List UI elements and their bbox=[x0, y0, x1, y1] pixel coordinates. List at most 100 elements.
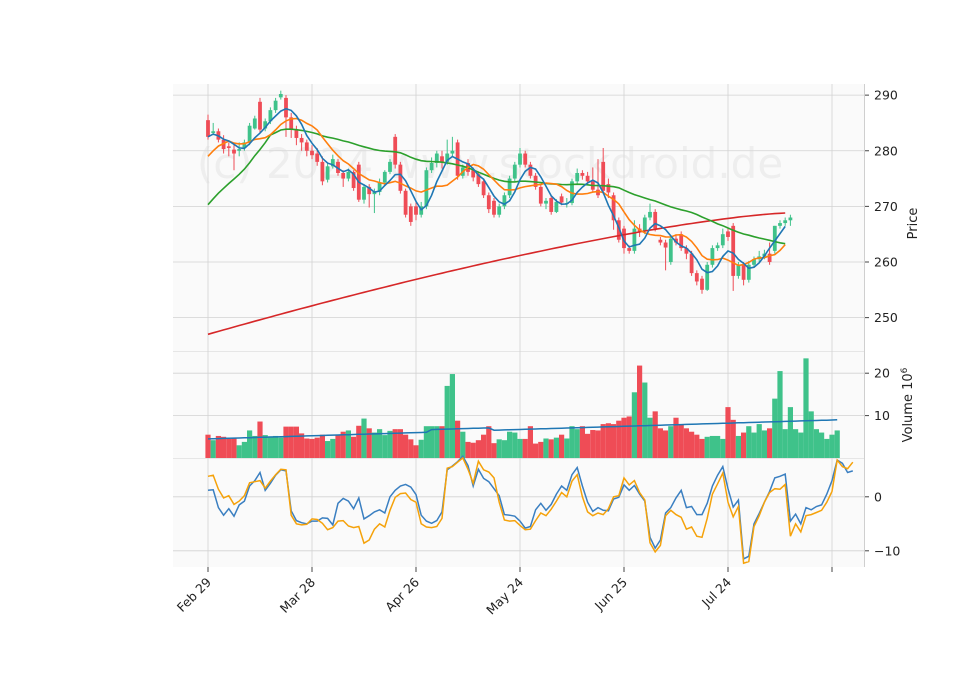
candle-body bbox=[278, 94, 283, 98]
candle bbox=[663, 239, 668, 271]
candle-body bbox=[481, 181, 486, 196]
candle-body bbox=[315, 153, 320, 162]
candle-body bbox=[414, 206, 418, 215]
volume-bar bbox=[507, 431, 513, 458]
volume-bar bbox=[210, 440, 216, 458]
volume-bar bbox=[787, 407, 793, 458]
volume-bar bbox=[689, 431, 695, 458]
candle bbox=[648, 203, 652, 221]
candle bbox=[304, 139, 309, 157]
volume-bar bbox=[699, 438, 705, 458]
volume-bar bbox=[626, 416, 632, 458]
volume-ma-line bbox=[207, 419, 838, 440]
x-tick-label: May 24 bbox=[483, 574, 526, 617]
candle bbox=[544, 198, 548, 210]
volume-bar bbox=[221, 436, 227, 458]
candle-body bbox=[372, 191, 377, 195]
volume-bar bbox=[564, 438, 570, 458]
volume-bar bbox=[325, 441, 331, 458]
candle-body bbox=[767, 253, 772, 262]
candle bbox=[726, 227, 730, 241]
candle-body bbox=[226, 146, 231, 148]
candle bbox=[232, 144, 236, 171]
candle-body bbox=[705, 264, 710, 290]
volume-bar bbox=[304, 438, 310, 458]
candle bbox=[258, 97, 262, 133]
volume-bar bbox=[553, 437, 559, 458]
x-tick-label: Jul 24 bbox=[698, 574, 734, 610]
volume-bar bbox=[330, 438, 336, 458]
candle bbox=[388, 159, 392, 175]
candle bbox=[492, 198, 496, 218]
volume-bar bbox=[673, 417, 679, 458]
candle-body bbox=[450, 150, 455, 154]
candle-body bbox=[549, 198, 554, 212]
x-tick-label: Apr 26 bbox=[382, 574, 422, 614]
candle-body bbox=[736, 264, 741, 276]
candle-body bbox=[554, 201, 559, 212]
candle bbox=[523, 150, 528, 168]
candle bbox=[497, 203, 502, 218]
volume-panel bbox=[205, 358, 840, 458]
candle-body bbox=[403, 190, 408, 215]
candle bbox=[211, 122, 216, 136]
candle-body bbox=[440, 156, 444, 162]
candle bbox=[788, 214, 793, 226]
volume-bar bbox=[517, 438, 523, 458]
candle-body bbox=[424, 170, 429, 207]
volume-bar bbox=[278, 437, 284, 458]
volume-bar bbox=[215, 435, 221, 458]
candle-body bbox=[258, 101, 262, 130]
volume-bar bbox=[772, 398, 778, 458]
volume-bar bbox=[335, 434, 341, 458]
candle-body bbox=[606, 184, 611, 193]
candle-body bbox=[289, 117, 294, 130]
volume-bar bbox=[709, 435, 715, 458]
volume-bar bbox=[559, 434, 565, 458]
volume-bar bbox=[730, 419, 736, 458]
volume-bar bbox=[683, 428, 689, 458]
candle bbox=[538, 184, 543, 207]
volume-bar bbox=[678, 424, 684, 458]
volume-bar bbox=[512, 432, 518, 458]
candle bbox=[424, 167, 429, 210]
candle bbox=[398, 161, 403, 194]
candle bbox=[512, 161, 517, 182]
candle-body bbox=[237, 149, 242, 151]
candle bbox=[689, 250, 694, 276]
candle-body bbox=[232, 149, 236, 154]
volume-bar bbox=[205, 434, 211, 458]
candle-body bbox=[341, 173, 346, 179]
candle-body bbox=[429, 162, 434, 171]
candle-body bbox=[408, 206, 413, 222]
candle-body bbox=[273, 100, 278, 111]
candle bbox=[263, 118, 268, 132]
volume-bar bbox=[475, 440, 481, 458]
candle-body bbox=[559, 196, 564, 203]
candle-body bbox=[726, 231, 730, 237]
candle bbox=[382, 170, 387, 186]
price-panel-bg bbox=[173, 84, 864, 351]
candle-body bbox=[247, 125, 252, 143]
volume-bar bbox=[434, 426, 440, 458]
volume-bar bbox=[236, 445, 242, 458]
volume-bar bbox=[382, 435, 388, 458]
candle-body bbox=[304, 142, 309, 151]
candle bbox=[518, 147, 522, 168]
candle-body bbox=[684, 248, 689, 254]
candle bbox=[434, 150, 439, 168]
volume-bar bbox=[746, 426, 752, 458]
candle bbox=[606, 178, 611, 199]
candle-body bbox=[752, 259, 756, 265]
candle-body bbox=[663, 242, 668, 248]
volume-bar bbox=[543, 438, 549, 458]
volume-bar bbox=[777, 371, 783, 458]
candle bbox=[580, 170, 585, 180]
candle-body bbox=[627, 248, 632, 251]
volume-bar bbox=[751, 432, 757, 458]
volume-bar bbox=[834, 430, 840, 458]
volume-bar bbox=[569, 426, 575, 458]
volume-bar bbox=[668, 426, 674, 458]
volume-bar bbox=[611, 424, 617, 458]
